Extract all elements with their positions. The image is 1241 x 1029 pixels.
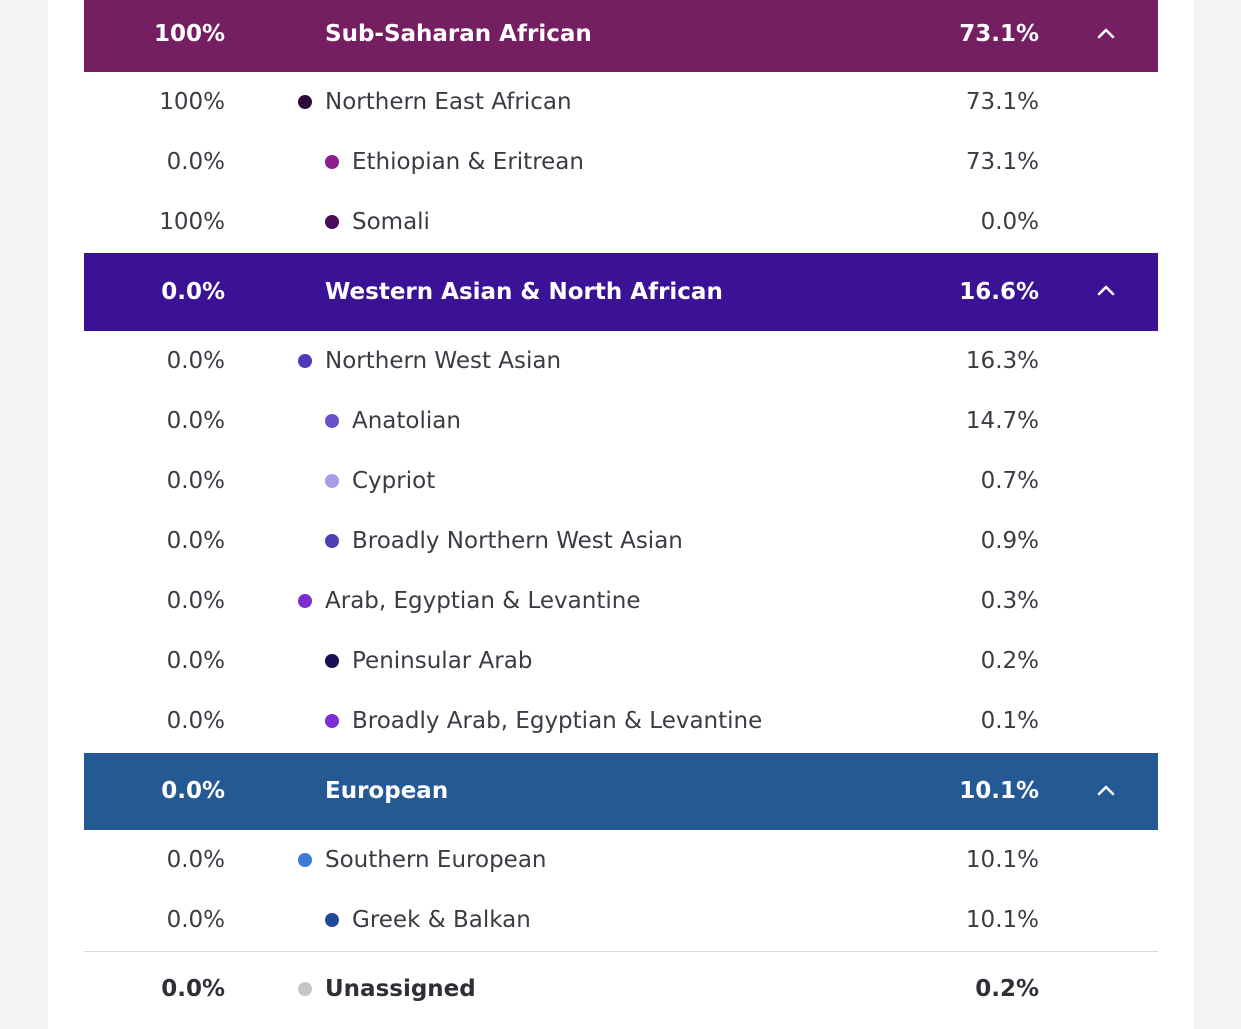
row-left-value: 0.0% [166, 528, 225, 554]
row-name: Southern European [325, 847, 547, 873]
row-name: Ethiopian & Eritrean [352, 149, 584, 175]
row-value: 14.7% [965, 408, 1039, 434]
section-header-european[interactable]: 0.0% European 10.1% [84, 753, 1158, 830]
list-item: 100% Northern East African 73.1% [84, 72, 1158, 132]
row-value: 0.2% [980, 648, 1039, 674]
color-dot [325, 913, 339, 927]
row-left-value: 100% [159, 209, 225, 235]
row-name: Broadly Arab, Egyptian & Levantine [352, 708, 763, 734]
chevron-up-icon[interactable] [1094, 779, 1118, 803]
list-item: 0.0% Broadly Arab, Egyptian & Levantine … [84, 691, 1158, 753]
section-left-value: 0.0% [161, 778, 225, 804]
section-value: 73.1% [959, 21, 1039, 47]
row-value: 0.7% [980, 468, 1039, 494]
chevron-up-icon[interactable] [1094, 279, 1118, 303]
row-left-value: 0.0% [166, 648, 225, 674]
color-dot [325, 654, 339, 668]
section-left-value: 100% [153, 21, 225, 47]
unassigned-name: Unassigned [325, 976, 476, 1002]
row-name: Somali [352, 209, 430, 235]
ancestry-card: 100% Sub-Saharan African 73.1% 100% Nort… [48, 0, 1194, 1029]
divider [84, 951, 1158, 952]
row-name: Northern East African [325, 89, 572, 115]
row-name: Arab, Egyptian & Levantine [325, 588, 641, 614]
ancestry-table: 100% Sub-Saharan African 73.1% 100% Nort… [84, 0, 1158, 1028]
color-dot [325, 534, 339, 548]
row-name: Cypriot [352, 468, 436, 494]
section-header-sub-saharan-african[interactable]: 100% Sub-Saharan African 73.1% [84, 0, 1158, 72]
section-header-western-asian-north-african[interactable]: 0.0% Western Asian & North African 16.6% [84, 253, 1158, 331]
list-item: 0.0% Peninsular Arab 0.2% [84, 631, 1158, 691]
list-item: 0.0% Southern European 10.1% [84, 830, 1158, 890]
section-name: Sub-Saharan African [325, 21, 592, 47]
row-name: Broadly Northern West Asian [352, 528, 683, 554]
row-left-value: 100% [159, 89, 225, 115]
row-left-value: 0.0% [166, 348, 225, 374]
row-value: 73.1% [965, 149, 1039, 175]
row-left-value: 0.0% [166, 149, 225, 175]
row-name: Peninsular Arab [352, 648, 533, 674]
row-value: 16.3% [965, 348, 1039, 374]
section-left-value: 0.0% [161, 279, 225, 305]
row-value: 0.3% [980, 588, 1039, 614]
list-item: 0.0% Ethiopian & Eritrean 73.1% [84, 132, 1158, 192]
chevron-up-icon[interactable] [1094, 22, 1118, 46]
color-dot [325, 714, 339, 728]
row-left-value: 0.0% [166, 907, 225, 933]
row-value: 0.0% [980, 209, 1039, 235]
color-dot [325, 215, 339, 229]
row-value: 10.1% [965, 847, 1039, 873]
color-dot [298, 982, 312, 996]
color-dot [325, 474, 339, 488]
color-dot [325, 155, 339, 169]
section-name: European [325, 778, 449, 804]
color-dot [298, 95, 312, 109]
row-value: 73.1% [965, 89, 1039, 115]
list-item: 0.0% Anatolian 14.7% [84, 391, 1158, 451]
list-item: 0.0% Arab, Egyptian & Levantine 0.3% [84, 571, 1158, 631]
row-left-value: 0.0% [166, 468, 225, 494]
row-name: Northern West Asian [325, 348, 562, 374]
color-dot [298, 853, 312, 867]
row-name: Greek & Balkan [352, 907, 531, 933]
row-left-value: 0.0% [166, 408, 225, 434]
color-dot [298, 354, 312, 368]
row-value: 0.9% [980, 528, 1039, 554]
row-value: 10.1% [965, 907, 1039, 933]
unassigned-value: 0.2% [975, 976, 1039, 1002]
color-dot [325, 414, 339, 428]
list-item: 0.0% Broadly Northern West Asian 0.9% [84, 511, 1158, 571]
list-item: 0.0% Cypriot 0.7% [84, 451, 1158, 511]
section-value: 10.1% [959, 778, 1039, 804]
row-left-value: 0.0% [166, 588, 225, 614]
row-name: Anatolian [352, 408, 461, 434]
section-name: Western Asian & North African [325, 279, 723, 305]
unassigned-row: 0.0% Unassigned 0.2% [84, 952, 1158, 1028]
list-item: 100% Somali 0.0% [84, 192, 1158, 253]
row-left-value: 0.0% [166, 708, 225, 734]
list-item: 0.0% Northern West Asian 16.3% [84, 331, 1158, 391]
color-dot [298, 594, 312, 608]
section-value: 16.6% [959, 279, 1039, 305]
row-value: 0.1% [980, 708, 1039, 734]
list-item: 0.0% Greek & Balkan 10.1% [84, 890, 1158, 951]
unassigned-left-value: 0.0% [161, 976, 225, 1002]
row-left-value: 0.0% [166, 847, 225, 873]
